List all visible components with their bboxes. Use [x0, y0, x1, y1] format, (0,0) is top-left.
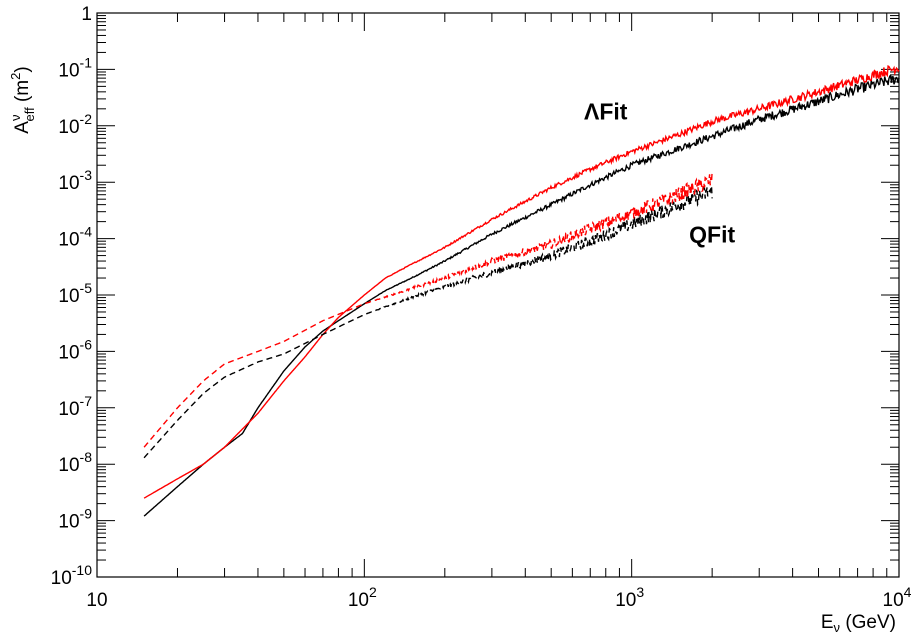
y-tick-label: 10-10 — [51, 562, 93, 589]
x-tick-label: 103 — [615, 584, 644, 611]
axis-ticks — [96, 13, 899, 578]
y-tick-label: 10-7 — [58, 393, 92, 420]
qfit-series-line-black — [143, 185, 713, 459]
x-tick-labels: 10 102 103 104 — [86, 584, 911, 611]
x-tick-label: 104 — [883, 584, 912, 611]
x-axis-title: Eν (GeV) — [821, 612, 896, 635]
x-tick-label: 102 — [348, 584, 377, 611]
y-tick-labels: 1 10-1 10-2 10-3 10-4 10-5 10-6 10-7 10-8 10-9 10-… — [51, 4, 93, 589]
qfit-series-line-red — [143, 172, 713, 448]
y-tick-label: 10-4 — [58, 224, 92, 251]
lambdafit-series-line-black — [143, 74, 900, 517]
x-tick-label: 10 — [86, 590, 107, 611]
y-tick-label: 1 — [81, 4, 92, 25]
y-tick-label: 10-8 — [58, 449, 92, 476]
y-tick-label: 10-2 — [58, 111, 92, 138]
lambdafit-series-line-red — [143, 65, 900, 499]
series-layer — [143, 65, 900, 517]
y-tick-label: 10-9 — [58, 506, 92, 533]
annotation-q-fit: QFit — [689, 222, 735, 248]
plot-frame — [96, 12, 900, 578]
y-tick-label: 10-1 — [58, 54, 92, 81]
annotation-lambda-fit: ΛFit — [584, 98, 628, 124]
y-axis-title: Aνeff (m2) — [8, 66, 37, 133]
y-tick-label: 10-6 — [58, 336, 92, 363]
y-tick-label: 10-3 — [58, 167, 92, 194]
y-tick-label: 10-5 — [58, 280, 92, 307]
